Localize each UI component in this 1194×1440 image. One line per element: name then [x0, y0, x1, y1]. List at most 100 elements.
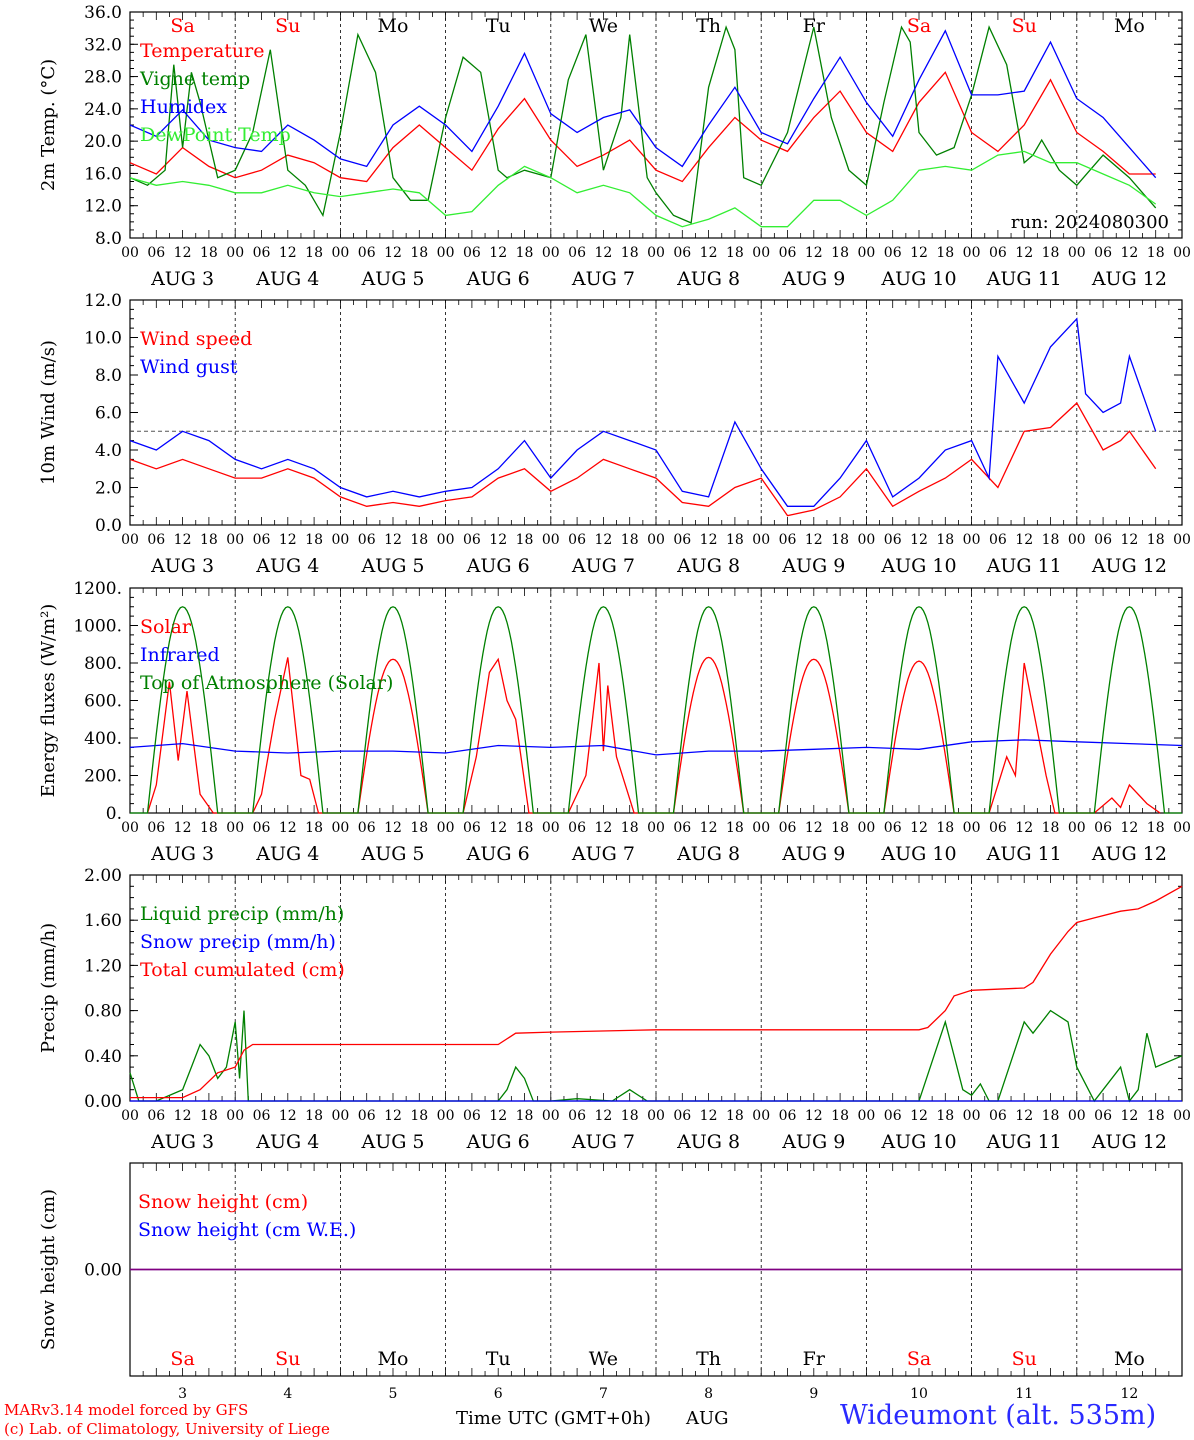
y-axis-label: Snow height (cm)	[38, 1189, 59, 1350]
x-hour-label: 06	[1094, 532, 1112, 548]
x-hour-label: 00	[857, 820, 875, 836]
x-hour-label: 00	[437, 1108, 455, 1124]
y-tick-label: 8.0	[95, 229, 122, 249]
x-hour-label: 00	[542, 245, 560, 261]
x-hour-label: 12	[279, 245, 297, 261]
x-date-label: AUG 9	[781, 1131, 845, 1153]
x-hour-label: 18	[410, 820, 428, 836]
x-date-label: AUG 11	[986, 268, 1062, 290]
x-hour-label: 06	[779, 820, 797, 836]
y-axis-label: 10m Wind (m/s)	[38, 340, 59, 485]
x-hour-label: 06	[358, 1108, 376, 1124]
legend-entry: Snow precip (mm/h)	[140, 931, 336, 953]
legend-entry: Wind speed	[140, 328, 252, 350]
model-credit-line: MARv3.14 model forced by GFS	[4, 1401, 249, 1419]
panel-2: 0.0 2.0 4.0 6.0 8.0 10.0 12.0 10m Wind (m/s) 00 0…	[38, 291, 1191, 577]
legend-entry: Snow height (cm W.E.)	[138, 1219, 356, 1241]
legend-entry: Humidex	[140, 96, 227, 118]
x-date-label: AUG 10	[880, 268, 956, 290]
x-hour-label: 00	[647, 1108, 665, 1124]
weekday-label: Mo	[378, 1348, 409, 1370]
y-tick-label: 0.00	[84, 1261, 122, 1281]
x-date-label: AUG 4	[255, 843, 319, 865]
weekday-label: Th	[696, 15, 721, 37]
y-tick-label: 4.0	[95, 441, 122, 461]
x-hour-label: 18	[1147, 532, 1165, 548]
x-hour-label: 18	[516, 1108, 534, 1124]
x-hour-label: 12	[594, 245, 612, 261]
x-hour-label: 18	[200, 820, 218, 836]
x-hour-label: 12	[1015, 820, 1033, 836]
y-tick-label: 1000.	[73, 617, 122, 637]
x-date-label: AUG 10	[880, 555, 956, 577]
x-hour-label: 12	[594, 1108, 612, 1124]
x-hour-label: 12	[910, 820, 928, 836]
x-date-label: AUG 7	[571, 1131, 635, 1153]
x-hour-label: 12	[700, 245, 718, 261]
legend-entry: Total cumulated (cm)	[140, 959, 345, 981]
x-date-label: AUG 12	[1091, 268, 1167, 290]
x-hour-label: 12	[1120, 1108, 1138, 1124]
x-hour-label: 18	[305, 1108, 323, 1124]
x-date-label: AUG 3	[150, 1131, 214, 1153]
x-hour-label: 06	[568, 820, 586, 836]
y-tick-label: 36.0	[84, 3, 122, 23]
x-hour-label: 12	[174, 245, 192, 261]
weekday-label: Mo	[1114, 15, 1145, 37]
x-date-label: AUG 5	[360, 843, 424, 865]
x-day-number: 9	[809, 1386, 818, 1402]
x-hour-label: 18	[305, 245, 323, 261]
weekday-label: Sa	[907, 1348, 931, 1370]
x-hour-label: 12	[1015, 1108, 1033, 1124]
x-hour-label: 18	[1147, 820, 1165, 836]
x-date-label: AUG 6	[466, 1131, 530, 1153]
x-date-label: AUG 5	[360, 268, 424, 290]
x-hour-label: 06	[673, 245, 691, 261]
x-hour-label: 18	[200, 245, 218, 261]
x-hour-label: 18	[1147, 1108, 1165, 1124]
x-hour-label: 12	[279, 820, 297, 836]
x-date-label: AUG 3	[150, 843, 214, 865]
x-hour-label: 00	[437, 245, 455, 261]
y-tick-label: 0.	[106, 804, 122, 824]
x-hour-label: 06	[884, 820, 902, 836]
x-hour-label: 06	[989, 245, 1007, 261]
y-tick-label: 6.0	[95, 404, 122, 424]
x-day-number: 11	[1015, 1386, 1033, 1402]
x-hour-label: 00	[331, 1108, 349, 1124]
x-hour-label: 06	[253, 532, 271, 548]
x-hour-label: 06	[779, 245, 797, 261]
x-hour-label: 00	[752, 245, 770, 261]
x-hour-label: 12	[384, 532, 402, 548]
y-axis-label: 2m Temp. (°C)	[38, 59, 59, 191]
x-hour-label: 12	[384, 245, 402, 261]
y-tick-label: 24.0	[84, 100, 122, 120]
weekday-label: Tu	[486, 15, 511, 37]
x-hour-label: 18	[726, 532, 744, 548]
weekday-label: Su	[275, 1348, 300, 1370]
x-hour-label: 18	[621, 245, 639, 261]
x-hour-label: 06	[989, 820, 1007, 836]
x-hour-label: 00	[963, 1108, 981, 1124]
legend-entry: DewPoint Temp	[140, 124, 291, 146]
station-label: Wideumont (alt. 535m)	[840, 1400, 1157, 1431]
x-day-number: 4	[283, 1386, 292, 1402]
x-hour-label: 06	[568, 1108, 586, 1124]
series-line-total-cumulated-cm-	[130, 885, 1183, 1099]
x-hour-label: 12	[279, 532, 297, 548]
y-tick-label: 0.00	[84, 1092, 122, 1112]
legend-entry: Liquid precip (mm/h)	[140, 903, 344, 925]
x-hour-label: 00	[963, 820, 981, 836]
series-line-humidex	[129, 29, 1157, 179]
x-hour-label: 18	[726, 1108, 744, 1124]
x-hour-label: 06	[358, 820, 376, 836]
x-hour-label: 00	[437, 820, 455, 836]
y-tick-label: 10.0	[84, 329, 122, 349]
x-hour-label: 18	[831, 820, 849, 836]
x-hour-label: 18	[936, 245, 954, 261]
x-date-label: AUG 8	[676, 268, 740, 290]
x-hour-label: 00	[857, 245, 875, 261]
x-hour-label: 00	[1173, 820, 1191, 836]
x-hour-label: 12	[489, 532, 507, 548]
x-date-label: AUG 11	[986, 843, 1062, 865]
